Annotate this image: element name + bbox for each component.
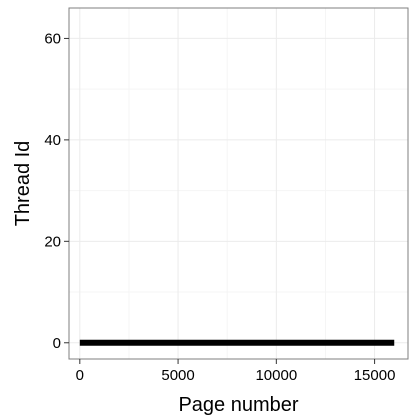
minor-gridlines (69, 8, 408, 359)
x-axis-title: Page number (178, 394, 298, 416)
y-tick-label: 0 (53, 335, 61, 352)
y-tick-label: 60 (44, 30, 61, 47)
x-tick-label: 10000 (255, 367, 297, 384)
y-axis: 0 20 40 60 (44, 30, 69, 352)
y-axis-title: Thread Id (12, 141, 34, 227)
y-tick-label: 20 (44, 233, 61, 250)
x-tick-label: 15000 (354, 367, 396, 384)
x-tick-label: 0 (76, 367, 84, 384)
major-gridlines (69, 8, 408, 359)
plot-panel-border (68, 7, 409, 360)
x-tick-label: 5000 (161, 367, 194, 384)
x-axis: 0 5000 10000 15000 (76, 359, 396, 384)
y-tick-label: 40 (44, 132, 61, 149)
